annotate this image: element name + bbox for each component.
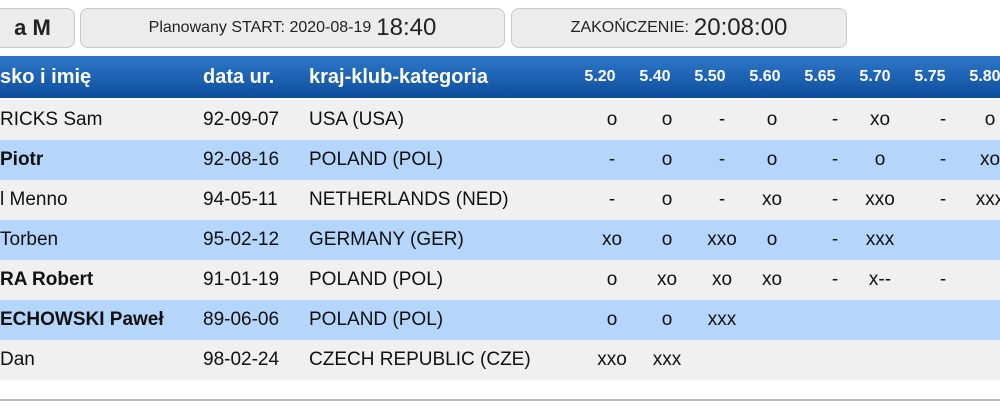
birth-date: 92-09-07 xyxy=(203,109,280,130)
table-row: Dan 98-02-24 CZECH REPUBLIC (CZE) xxo xxx xyxy=(0,340,1000,380)
country: POLAND (POL) xyxy=(309,149,444,170)
end-box: ZAKOŃCZENIE: 20:08:00 xyxy=(511,8,847,48)
attempt-result: - xyxy=(831,269,839,290)
table-footer-line xyxy=(0,399,1000,401)
attempt-result: - xyxy=(831,229,839,250)
attempt-result: - xyxy=(831,189,839,210)
table-row: RICKS Sam 92-09-07 USA (USA) o o - o - xo - o xyxy=(0,100,1000,140)
table-row: l Menno 94-05-11 NETHERLANDS (NED) - o - xo - xx… xyxy=(0,180,1000,220)
country: NETHERLANDS (NED) xyxy=(309,189,509,210)
attempt-result: o xyxy=(606,269,618,290)
attempt-result: - xyxy=(608,189,616,210)
birth-date: 94-05-11 xyxy=(203,189,278,210)
height-header: 5.65 xyxy=(804,68,836,85)
athlete-name: ECHOWSKI Paweł xyxy=(0,309,164,330)
attempt-result: - xyxy=(939,189,947,210)
attempt-result: xo xyxy=(656,269,678,290)
attempt-result: o xyxy=(766,229,778,250)
attempt-result: xo xyxy=(761,269,783,290)
height-header: 5.40 xyxy=(639,68,671,85)
table-row: RA Robert 91-01-19 POLAND (POL) o xo xo xo - x--… xyxy=(0,260,1000,300)
attempt-result: xo xyxy=(711,269,733,290)
attempt-result: - xyxy=(939,109,947,130)
column-header: data ur. xyxy=(203,66,275,88)
birth-date: 89-06-06 xyxy=(203,309,280,330)
height-header: 5.80 xyxy=(969,68,1000,85)
athlete-name: Dan xyxy=(0,349,35,370)
attempt-result: o xyxy=(766,109,778,130)
height-header: 5.75 xyxy=(914,68,946,85)
attempt-result: o xyxy=(661,149,673,170)
attempt-result: x-- xyxy=(868,269,892,290)
height-header: 5.70 xyxy=(859,68,891,85)
attempt-result: - xyxy=(831,149,839,170)
country: GERMANY (GER) xyxy=(309,229,464,250)
attempt-result: o xyxy=(661,309,673,330)
attempt-result: o xyxy=(874,149,886,170)
attempt-result: xo xyxy=(979,149,1000,170)
attempt-result: - xyxy=(831,109,839,130)
country: POLAND (POL) xyxy=(309,269,444,290)
attempt-result: - xyxy=(718,189,726,210)
event-box: a M xyxy=(0,8,75,48)
attempt-result: xo xyxy=(869,109,891,130)
start-label: Planowany START: 2020-08-19 xyxy=(148,19,372,36)
attempt-result: o xyxy=(766,149,778,170)
athlete-name: RICKS Sam xyxy=(0,109,103,130)
attempt-result: o xyxy=(984,109,996,130)
start-time: 18:40 xyxy=(376,14,437,41)
athlete-name: Torben xyxy=(0,229,59,250)
birth-date: 92-08-16 xyxy=(203,149,280,170)
column-header: sko i imię xyxy=(0,66,92,88)
table-row: ECHOWSKI Paweł 89-06-06 POLAND (POL) o o xxx xyxy=(0,300,1000,340)
athlete-name: RA Robert xyxy=(0,269,94,290)
birth-date: 98-02-24 xyxy=(203,349,280,370)
attempt-result: o xyxy=(661,189,673,210)
start-box: Planowany START: 2020-08-19 18:40 xyxy=(80,8,505,48)
attempt-result: xxx xyxy=(707,309,737,330)
attempt-result: xxo xyxy=(865,189,895,210)
end-time: 20:08:00 xyxy=(693,14,788,41)
athlete-name: Piotr xyxy=(0,149,44,170)
attempt-result: - xyxy=(608,149,616,170)
attempt-result: - xyxy=(718,109,726,130)
table-row: Piotr 92-08-16 POLAND (POL) - o - o - o - xo xyxy=(0,140,1000,180)
attempt-result: xxx xyxy=(975,189,1000,210)
attempt-result: xxo xyxy=(597,349,627,370)
table-row: Torben 95-02-12 GERMANY (GER) xo o xxo o - xxx xyxy=(0,220,1000,260)
attempt-result: o xyxy=(661,229,673,250)
country: CZECH REPUBLIC (CZE) xyxy=(309,349,531,370)
country: USA (USA) xyxy=(309,109,405,130)
attempt-result: o xyxy=(606,109,618,130)
attempt-result: xxx xyxy=(865,229,895,250)
attempt-result: xo xyxy=(601,229,623,250)
athlete-name: l Menno xyxy=(0,189,68,210)
attempt-result: - xyxy=(718,149,726,170)
column-header: kraj-klub-kategoria xyxy=(309,66,488,88)
height-header: 5.60 xyxy=(749,68,781,85)
attempt-result: o xyxy=(606,309,618,330)
height-header: 5.50 xyxy=(694,68,726,85)
country: POLAND (POL) xyxy=(309,309,444,330)
birth-date: 91-01-19 xyxy=(203,269,280,290)
birth-date: 95-02-12 xyxy=(203,229,280,250)
attempt-result: - xyxy=(939,149,947,170)
attempt-result: o xyxy=(661,109,673,130)
event: a M xyxy=(14,15,51,40)
attempt-result: - xyxy=(939,269,947,290)
table-header: sko i imię data ur. kraj-klub-kategoria 5.2… xyxy=(0,56,1000,98)
attempt-result: xxo xyxy=(707,229,737,250)
height-header: 5.20 xyxy=(584,68,616,85)
attempt-result: xo xyxy=(761,189,783,210)
end-label: ZAKOŃCZENIE: xyxy=(570,19,689,36)
attempt-result: xxx xyxy=(652,349,682,370)
